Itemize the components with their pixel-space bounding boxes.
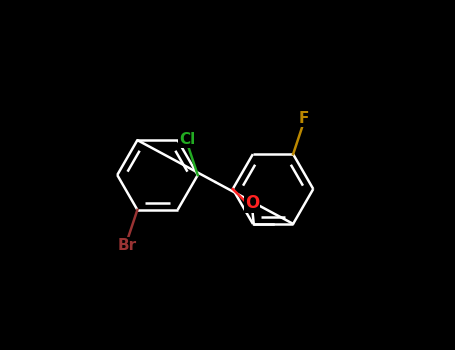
Text: F: F bbox=[298, 111, 309, 126]
Text: O: O bbox=[245, 194, 259, 212]
Text: Cl: Cl bbox=[179, 132, 195, 147]
Text: Br: Br bbox=[117, 238, 136, 253]
